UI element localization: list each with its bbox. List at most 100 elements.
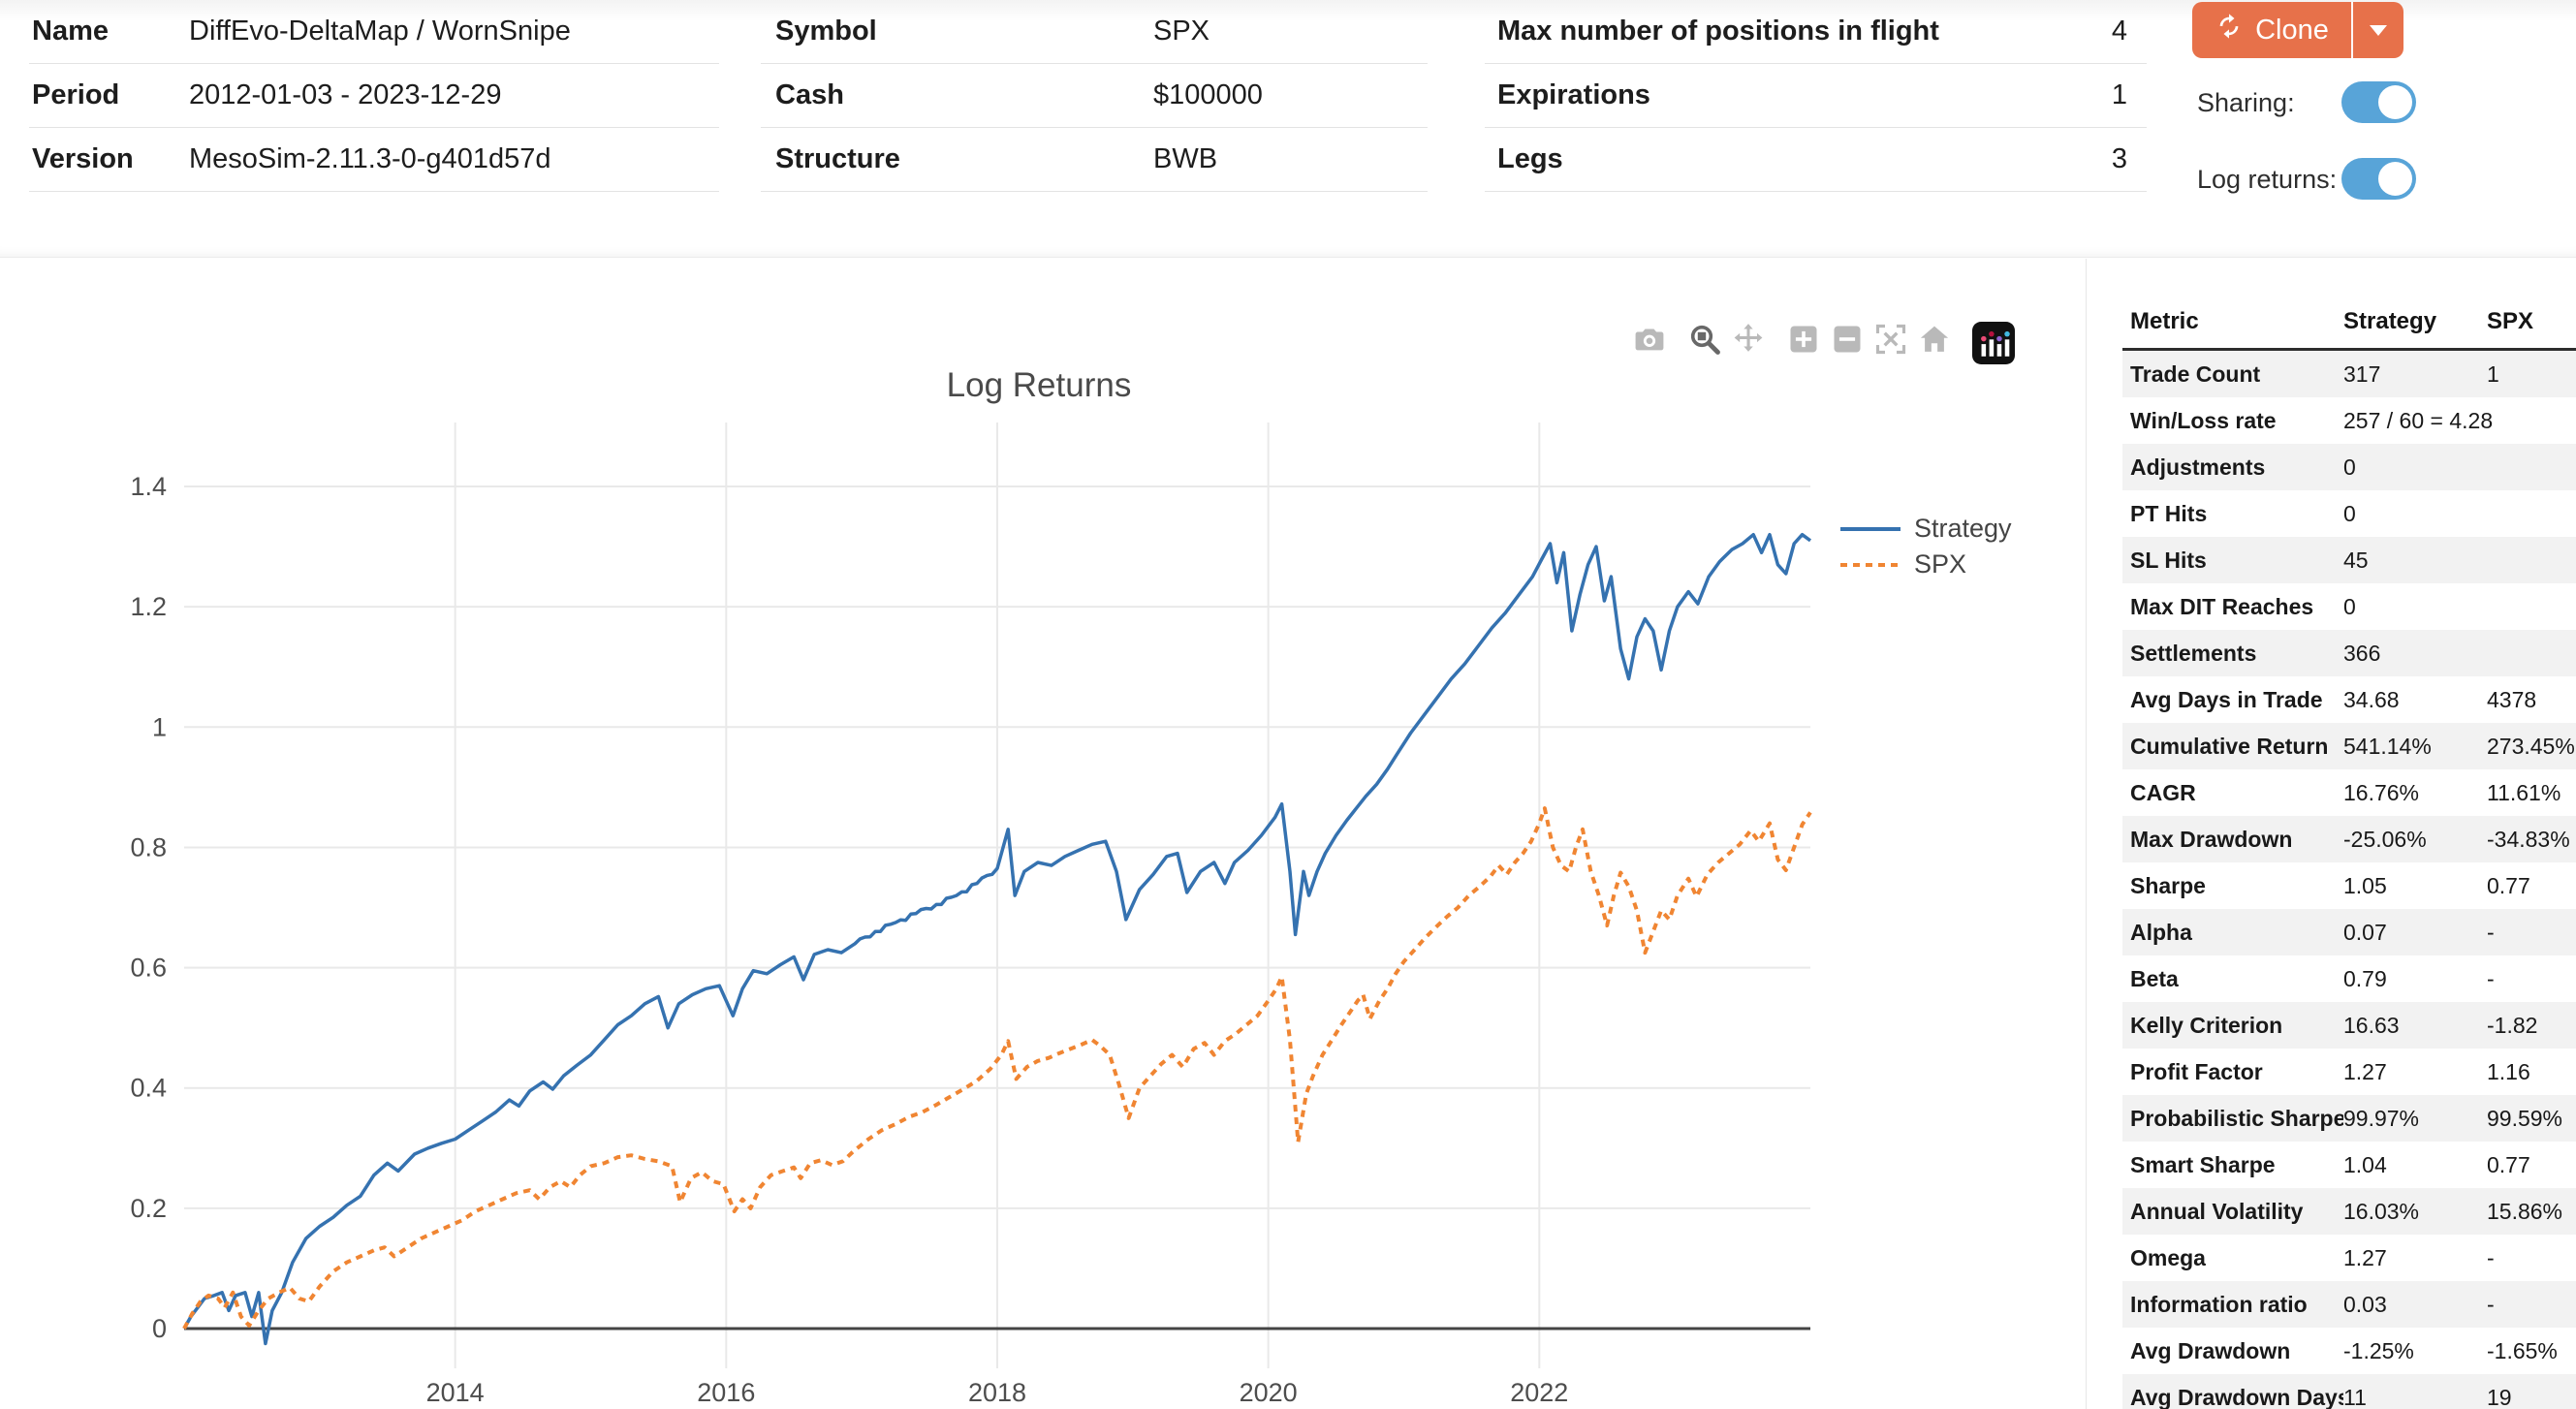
info-label: Symbol [775,16,877,47]
x-tick-label: 2020 [1240,1378,1298,1407]
metric-strategy-value: -1.25% [2343,1338,2414,1363]
metric-row: Adjustments 0 [2122,444,2576,490]
metric-strategy-value: 1.27 [2343,1245,2387,1270]
metric-spx-value [2487,397,2576,444]
legend-label: Strategy [1914,514,2012,543]
caret-down-icon [2370,24,2387,36]
metric-spx-value: - [2487,1292,2495,1317]
autoscale-icon[interactable] [1871,320,1910,359]
panel-divider [2086,259,2087,1409]
metric-name: Max Drawdown [2130,827,2293,852]
metric-name: CAGR [2130,780,2196,805]
metric-strategy-value: 11 [2343,1385,2367,1409]
info-label: Legs [1497,143,1563,174]
metric-row: Avg Drawdown -1.25% -1.65% [2122,1328,2576,1374]
header: Name DiffEvo-DeltaMap / WornSnipe Period 20… [0,0,2576,258]
info-row: Expirations 1 [1485,64,2147,128]
pan-icon[interactable] [1729,320,1768,359]
sharing-toggle[interactable] [2341,81,2416,123]
metric-row: Annual Volatility 16.03% 15.86% [2122,1188,2576,1235]
camera-snapshot-icon[interactable] [1630,320,1669,359]
metric-spx-value: -1.82 [2487,1013,2538,1038]
metric-spx-value: -34.83% [2487,827,2570,852]
info-table-general: Name DiffEvo-DeltaMap / WornSnipe Period 20… [29,0,719,192]
metric-strategy-value: 541.14% [2343,734,2432,759]
metric-name: Adjustments [2130,454,2266,480]
zoom-in-icon[interactable] [1784,320,1823,359]
metric-name: PT Hits [2130,501,2208,526]
metric-row: CAGR 16.76% 11.61% [2122,769,2576,816]
metric-row: Alpha 0.07 - [2122,909,2576,955]
metric-name: Alpha [2130,920,2192,945]
legend-item-spx[interactable]: SPX [1839,547,2012,582]
metric-row: Information ratio 0.03 - [2122,1281,2576,1328]
plotly-logo-icon[interactable] [1970,320,2015,364]
x-tick-label: 2022 [1510,1378,1568,1407]
y-tick-label: 1.2 [130,592,167,621]
metric-name: Trade Count [2130,361,2261,387]
clone-button[interactable]: Clone [2192,2,2351,58]
metrics-panel: Metric Strategy SPX Trade Count 317 1 Win/L… [2122,308,2576,1409]
metric-row: Smart Sharpe 1.04 0.77 [2122,1142,2576,1188]
metric-strategy-value: 0.79 [2343,966,2387,991]
log-returns-label: Log returns: [2197,165,2338,194]
metric-name: Omega [2130,1245,2206,1270]
x-tick-label: 2016 [697,1378,755,1407]
metric-row: Max Drawdown -25.06% -34.83% [2122,816,2576,862]
y-tick-label: 0.4 [130,1074,167,1103]
chart-legend: Strategy SPX [1839,511,2012,582]
metric-strategy-value: 1.27 [2343,1059,2387,1084]
reset-home-icon[interactable] [1915,320,1954,359]
metric-row: Avg Drawdown Days 11 19 [2122,1374,2576,1409]
metric-spx-value: - [2487,920,2495,945]
legend-item-strategy[interactable]: Strategy [1839,511,2012,547]
sharing-label: Sharing: [2197,88,2295,117]
metric-spx-value: 99.59% [2487,1106,2563,1131]
metric-row: SL Hits 45 [2122,537,2576,583]
log-returns-toggle[interactable] [2341,158,2416,200]
metric-name: Win/Loss rate [2130,408,2277,433]
metric-row: Settlements 366 [2122,630,2576,676]
info-label: Max number of positions in flight [1497,16,1939,47]
metric-spx-value: - [2487,966,2495,991]
metric-spx-value: -1.65% [2487,1338,2558,1363]
info-value: 3 [2111,143,2127,174]
y-tick-label: 0.8 [130,832,167,861]
metric-strategy-value: 0 [2343,501,2356,526]
metric-spx-value [2487,583,2576,630]
metric-strategy-value: 16.03% [2343,1199,2420,1224]
metric-strategy-value: 0.03 [2343,1292,2387,1317]
info-value: 1 [2111,79,2127,110]
clone-button-label: Clone [2255,14,2329,46]
metric-name: Probabilistic Sharpe [2130,1106,2343,1131]
modebar-group [1685,320,1768,359]
metric-row: Cumulative Return 541.14% 273.45% [2122,723,2576,769]
zoom-icon[interactable] [1685,320,1724,359]
metric-strategy-value: -25.06% [2343,827,2427,852]
info-value: DiffEvo-DeltaMap / WornSnipe [189,16,571,47]
metric-spx-value: 273.45% [2487,734,2575,759]
clone-dropdown-button[interactable] [2351,2,2403,58]
log-returns-chart[interactable]: 0 0.2 0.4 0.6 0.8 1 1.2 1.4 2014 2016 2018 2020 2022 [0,259,2086,1409]
metric-name: Profit Factor [2130,1059,2263,1084]
metric-spx-value: 11.61% [2487,780,2561,805]
info-row: Max number of positions in flight 4 [1485,0,2147,64]
metric-strategy-value: 16.76% [2343,780,2420,805]
zoom-out-icon[interactable] [1828,320,1867,359]
metric-spx-value: 1 [2487,361,2499,387]
info-value: SPX [1153,16,1210,47]
metric-row: Avg Days in Trade 34.68 4378 [2122,676,2576,723]
metric-name: Avg Drawdown Days [2130,1385,2343,1409]
metric-spx-value: 19 [2487,1385,2512,1409]
metric-name: SL Hits [2130,548,2207,573]
info-value: 2012-01-03 - 2023-12-29 [189,79,502,110]
refresh-icon [2215,12,2244,48]
metrics-rows: Trade Count 317 1 Win/Loss rate 257 / 60 = 4… [2122,351,2576,1409]
info-label: Structure [775,143,900,174]
metric-name: Max DIT Reaches [2130,594,2314,619]
metrics-header: Metric Strategy SPX [2122,308,2576,351]
metric-row: PT Hits 0 [2122,490,2576,537]
metrics-col-strategy: Strategy [2343,308,2437,334]
modebar-group [1970,320,2015,364]
